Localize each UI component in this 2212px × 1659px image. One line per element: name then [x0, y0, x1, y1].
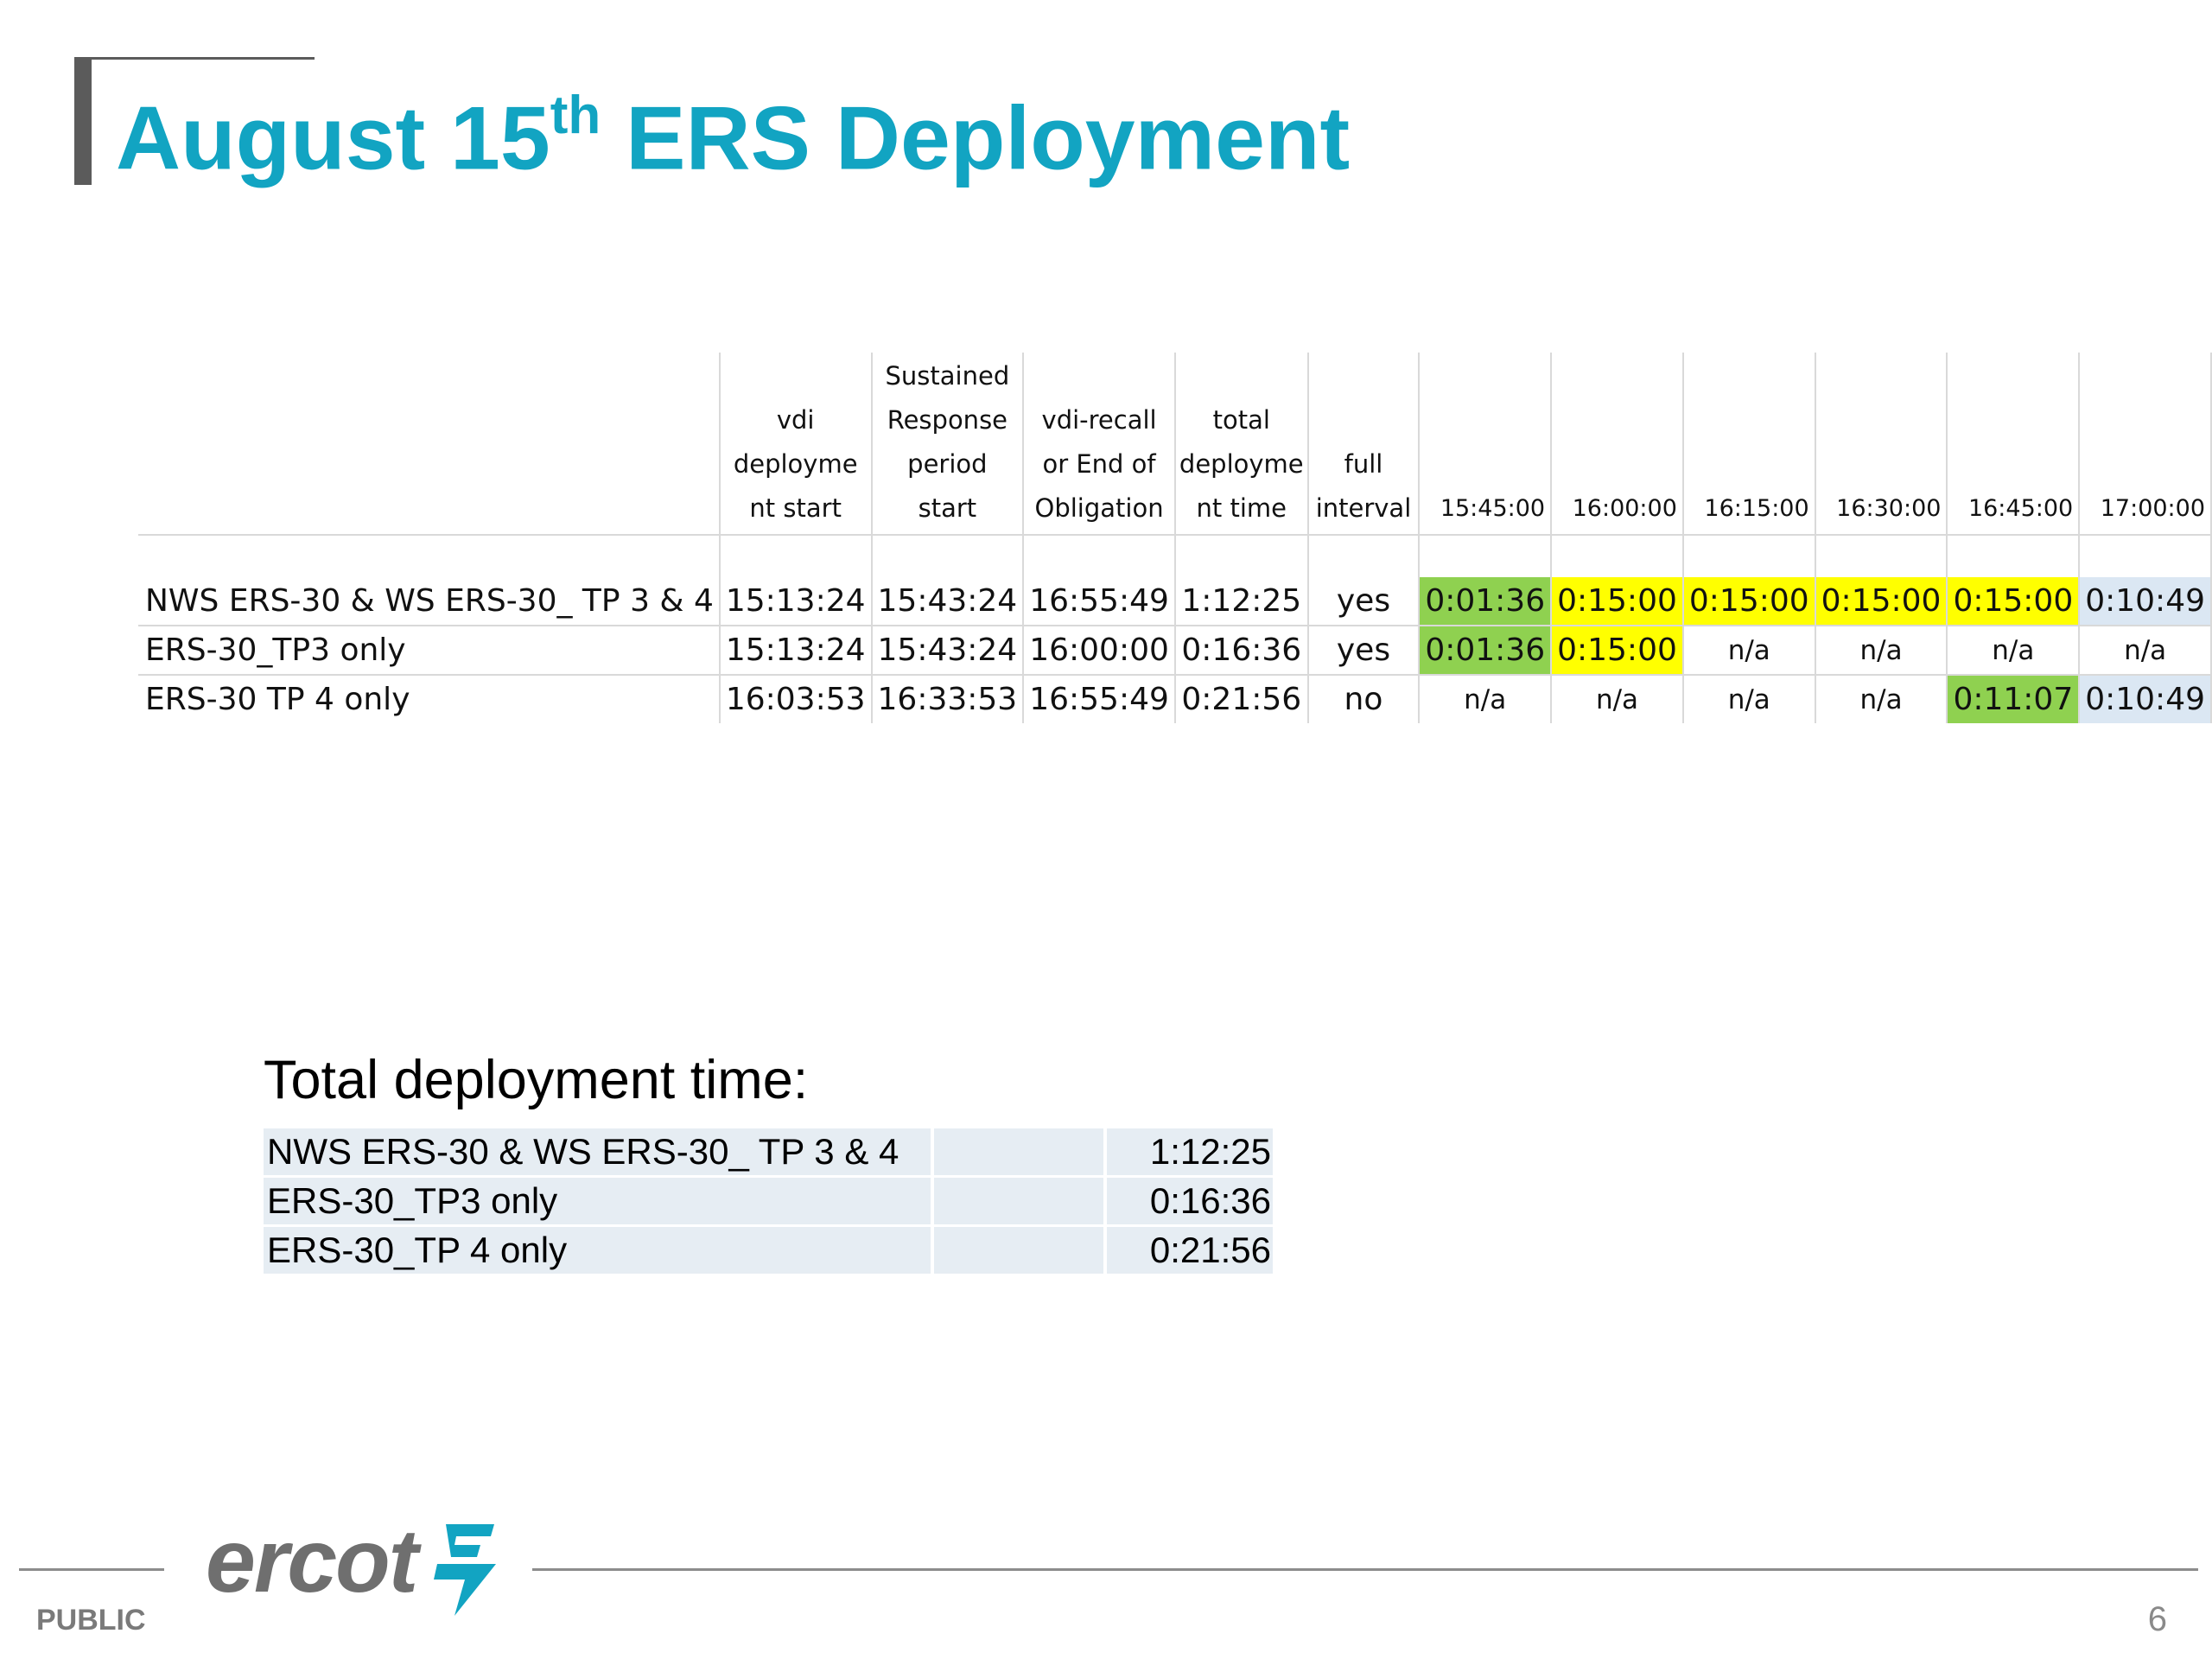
header-cell-vdi-start: vdi deployme nt start — [719, 353, 873, 536]
interval-cell: 0:15:00 — [1551, 626, 1684, 676]
table-row: ERS-30_TP 4 only 0:21:56 — [264, 1227, 1273, 1276]
title-main: August 15 — [116, 88, 550, 189]
row-label: ERS-30_TP3 only — [138, 626, 721, 676]
table-row: ERS-30_TP3 only 0:16:36 — [264, 1178, 1273, 1227]
interval-cell: 0:15:00 — [1551, 577, 1684, 626]
logo-wordmark: ercot — [206, 1511, 418, 1611]
header-cell-total-time: total deployme nt time — [1174, 353, 1309, 536]
interval-cell: n/a — [1682, 675, 1816, 723]
sustained-start-cell: 15:43:24 — [871, 626, 1025, 676]
footer-rule-right — [532, 1568, 2198, 1571]
interval-cell: 0:10:49 — [2079, 675, 2212, 723]
totals-value: 0:16:36 — [1107, 1178, 1273, 1227]
totals-label: NWS ERS-30 & WS ERS-30_ TP 3 & 4 — [264, 1128, 934, 1178]
full-interval-cell: yes — [1307, 577, 1421, 626]
row-label: NWS ERS-30 & WS ERS-30_ TP 3 & 4 — [138, 577, 721, 626]
interval-cell: n/a — [1815, 675, 1948, 723]
interval-cell: n/a — [1682, 626, 1816, 676]
totals-value: 1:12:25 — [1107, 1128, 1273, 1178]
ercot-logo: ercot — [206, 1510, 503, 1623]
sustained-start-cell: 15:43:24 — [871, 577, 1025, 626]
recall-end-cell: 16:55:49 — [1023, 577, 1176, 626]
interval-cell: n/a — [1815, 626, 1948, 676]
interval-cell: 0:01:36 — [1419, 626, 1553, 676]
totals-value: 0:21:56 — [1107, 1227, 1273, 1276]
interval-cell: n/a — [1419, 675, 1553, 723]
table-row: NWS ERS-30 & WS ERS-30_ TP 3 & 4 1:12:25 — [264, 1128, 1273, 1178]
table-row: ERS-30 TP 4 only 16:03:53 16:33:53 16:55… — [138, 675, 2212, 723]
title-rule — [74, 57, 315, 60]
interval-cell: 0:15:00 — [1815, 577, 1948, 626]
total-time-cell: 1:12:25 — [1174, 577, 1309, 626]
sustained-start-cell: 16:33:53 — [871, 675, 1025, 723]
interval-cell: 0:10:49 — [2079, 577, 2212, 626]
vdi-start-cell: 15:13:24 — [719, 626, 873, 676]
totals-label: ERS-30_TP 4 only — [264, 1227, 934, 1276]
totals-blank-cell — [934, 1128, 1107, 1178]
header-cell-label — [138, 353, 721, 536]
page-number: 6 — [2147, 1600, 2167, 1638]
recall-end-cell: 16:00:00 — [1023, 626, 1176, 676]
header-cell-interval: 16:00:00 — [1551, 353, 1684, 536]
table-row: ERS-30_TP3 only 15:13:24 15:43:24 16:00:… — [138, 626, 2212, 676]
interval-cell: n/a — [1947, 626, 2081, 676]
table-header-row: vdi deployme nt start Sustained Response… — [138, 353, 2212, 536]
header-cell-sustained-start: Sustained Response period start — [871, 353, 1025, 536]
lightning-bolt-icon — [434, 1524, 497, 1616]
interval-cell: 0:15:00 — [1682, 577, 1816, 626]
slide-title: August 15th ERS Deployment — [116, 69, 1350, 191]
table-spacer-row — [138, 535, 2212, 577]
vdi-start-cell: 16:03:53 — [719, 675, 873, 723]
header-cell-interval: 15:45:00 — [1419, 353, 1553, 536]
totals-label: ERS-30_TP3 only — [264, 1178, 934, 1227]
classification-label: PUBLIC — [36, 1604, 146, 1637]
full-interval-cell: yes — [1307, 626, 1421, 676]
deployment-table: vdi deployme nt start Sustained Response… — [138, 353, 2212, 723]
recall-end-cell: 16:55:49 — [1023, 675, 1176, 723]
header-cell-interval: 16:15:00 — [1682, 353, 1816, 536]
interval-cell: 0:15:00 — [1947, 577, 2081, 626]
full-interval-cell: no — [1307, 675, 1421, 723]
interval-cell: n/a — [2079, 626, 2212, 676]
totals-heading: Total deployment time: — [264, 1050, 809, 1110]
header-cell-recall-end: vdi-recall or End of Obligation — [1023, 353, 1176, 536]
header-cell-interval: 17:00:00 — [2079, 353, 2212, 536]
totals-blank-cell — [934, 1178, 1107, 1227]
title-accent-bar — [74, 57, 92, 185]
interval-cell: 0:11:07 — [1947, 675, 2081, 723]
header-cell-interval: 16:45:00 — [1947, 353, 2081, 536]
row-label: ERS-30 TP 4 only — [138, 675, 721, 723]
vdi-start-cell: 15:13:24 — [719, 577, 873, 626]
interval-cell: 0:01:36 — [1419, 577, 1553, 626]
total-time-cell: 0:21:56 — [1174, 675, 1309, 723]
total-time-cell: 0:16:36 — [1174, 626, 1309, 676]
footer-rule-left — [19, 1568, 164, 1571]
title-rest: ERS Deployment — [601, 88, 1351, 189]
header-cell-interval: 16:30:00 — [1815, 353, 1948, 536]
title-superscript: th — [550, 86, 601, 145]
table-row: NWS ERS-30 & WS ERS-30_ TP 3 & 4 15:13:2… — [138, 577, 2212, 626]
totals-blank-cell — [934, 1227, 1107, 1276]
totals-table: NWS ERS-30 & WS ERS-30_ TP 3 & 4 1:12:25… — [264, 1128, 1273, 1276]
interval-cell: n/a — [1551, 675, 1684, 723]
header-cell-full-interval: full interval — [1307, 353, 1421, 536]
